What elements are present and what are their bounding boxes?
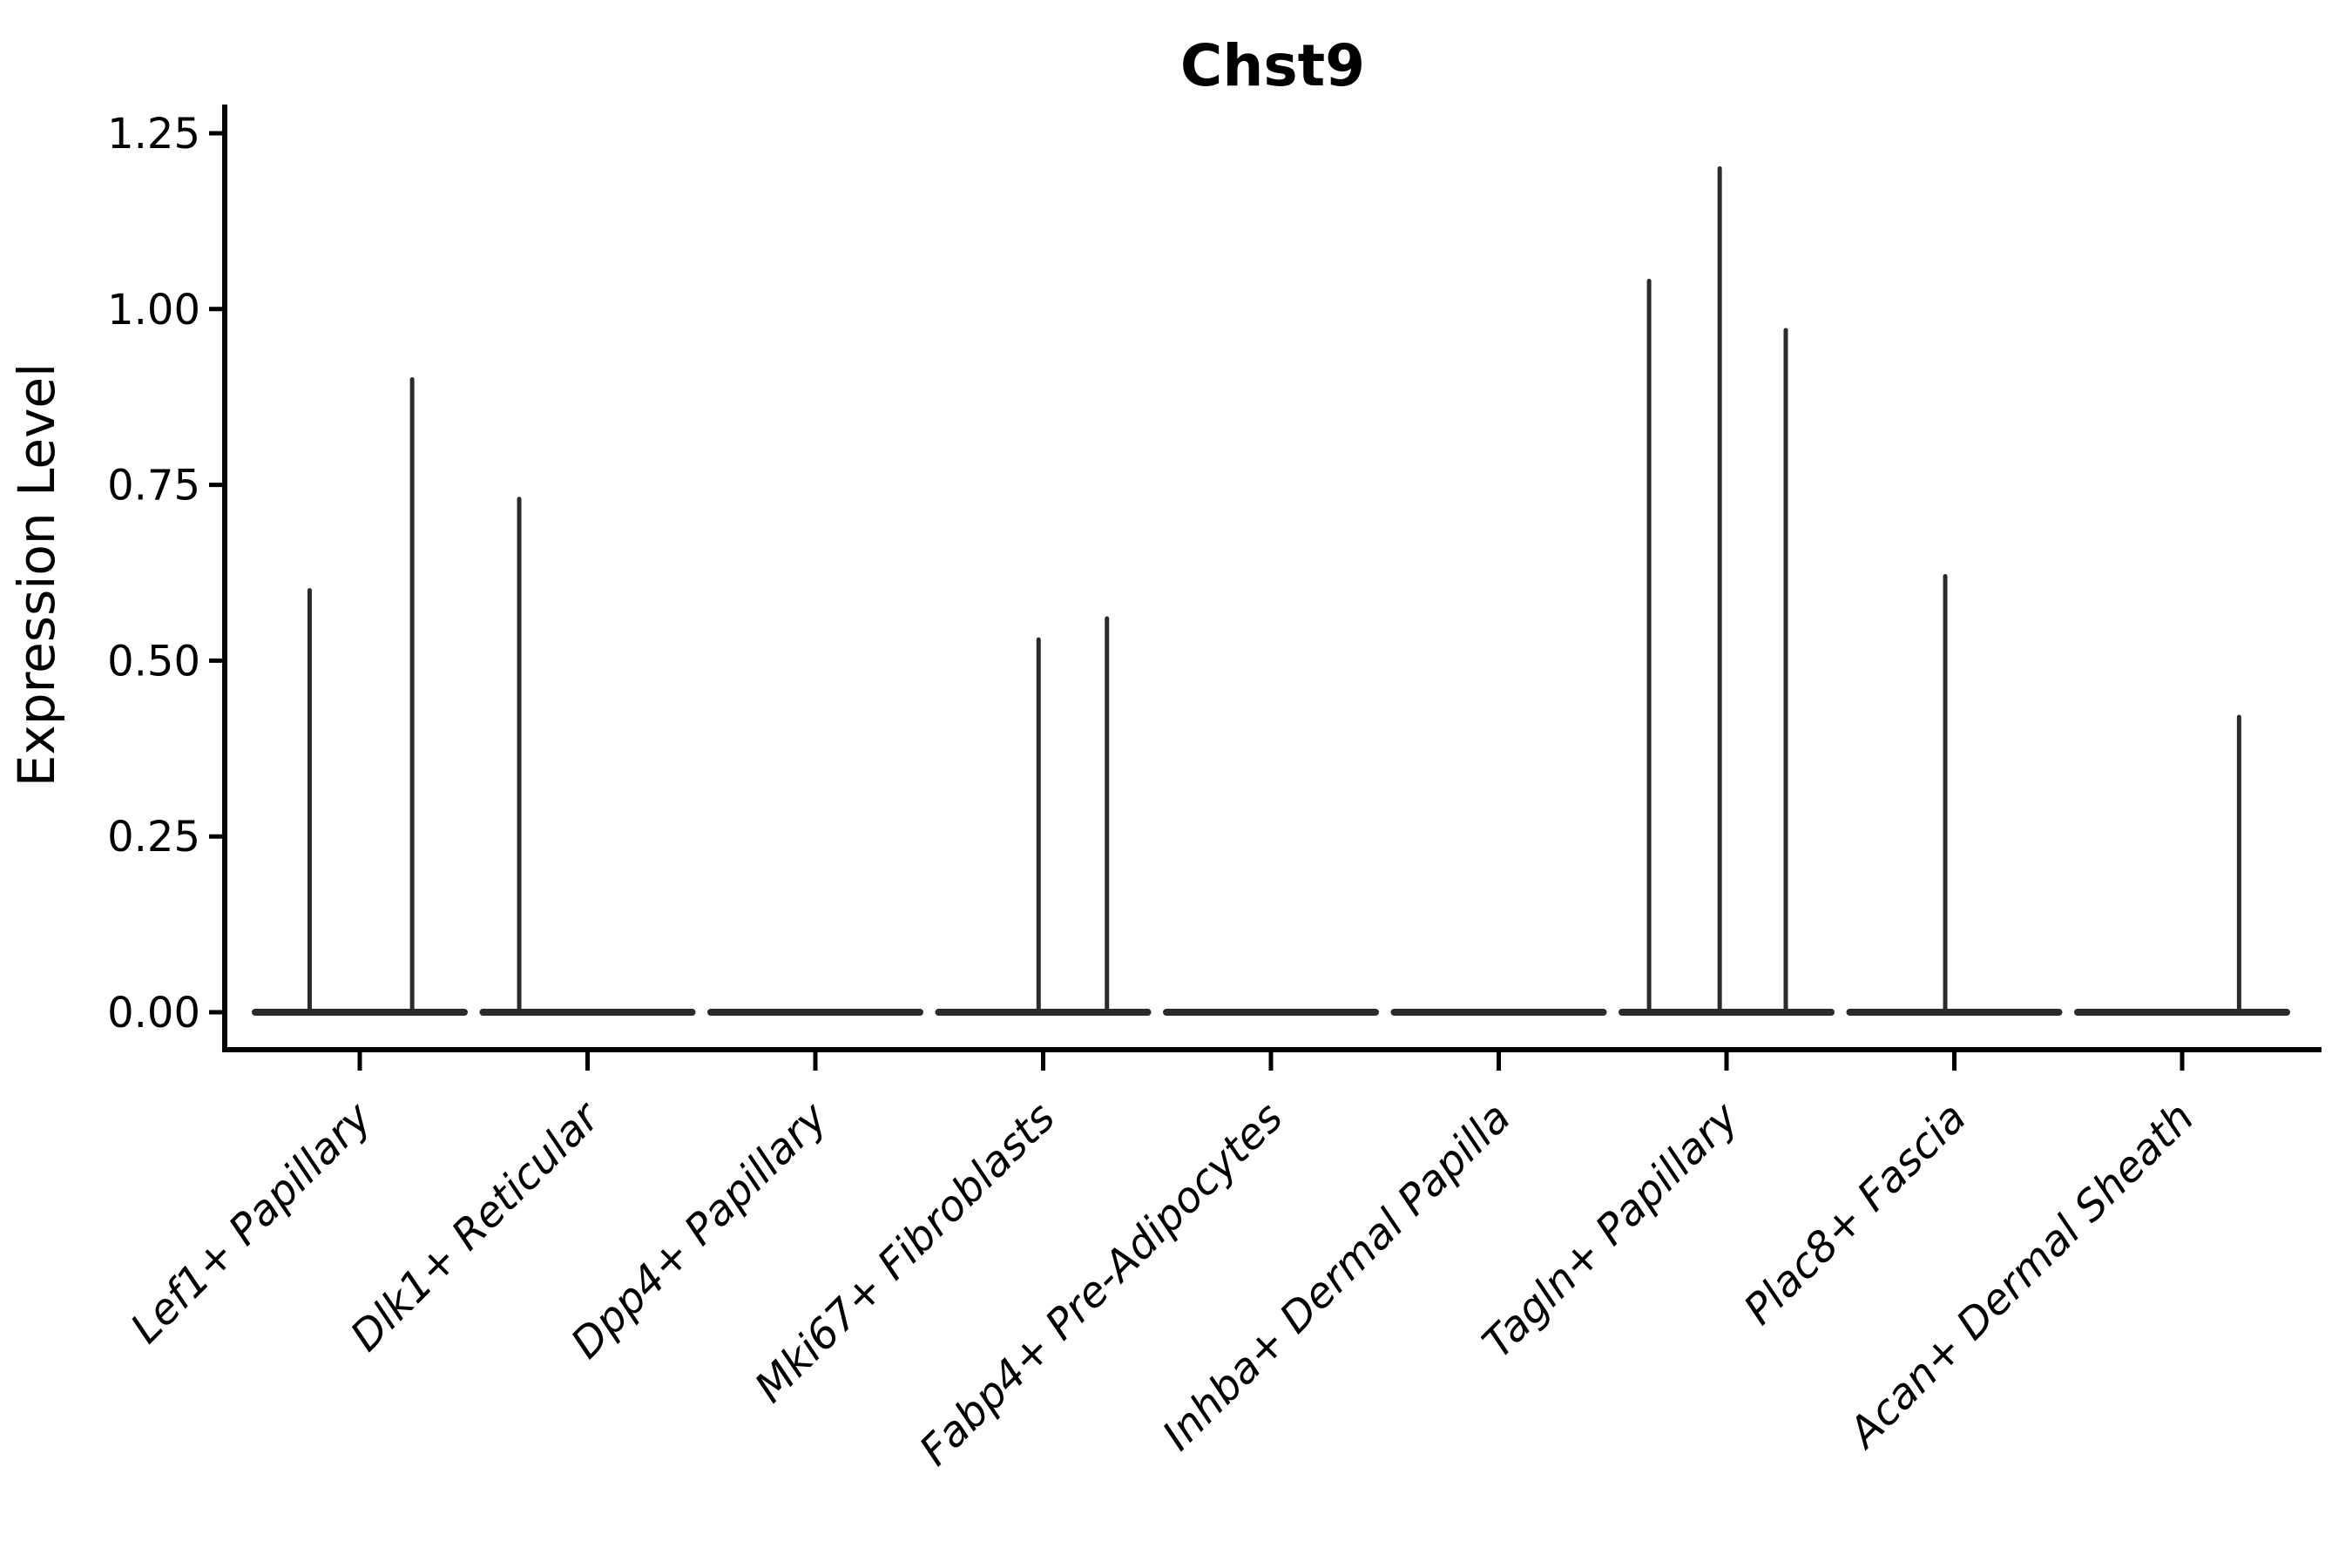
x-tick-label: Fabp4+ Pre-Adipocytes bbox=[910, 1093, 1293, 1476]
x-tick-label: Plac8+ Fascia bbox=[1734, 1093, 1976, 1335]
violins bbox=[252, 166, 2290, 1016]
violin-7 bbox=[1619, 166, 1835, 1016]
x-tick-label: Tagln+ Papillary bbox=[1473, 1092, 1748, 1368]
y-tick-label: 1.25 bbox=[107, 110, 200, 159]
violin-2 bbox=[479, 497, 696, 1016]
y-tick-label: 0.25 bbox=[107, 813, 200, 862]
chart-title: Chst9 bbox=[1180, 32, 1365, 99]
y-tick-label: 0.00 bbox=[107, 989, 200, 1037]
violin-9 bbox=[2074, 714, 2290, 1016]
y-axis-ticks: 0.00 0.25 0.50 0.75 1.00 1.25 bbox=[107, 110, 225, 1037]
y-tick-label: 0.75 bbox=[107, 462, 200, 510]
y-tick-label: 1.00 bbox=[107, 286, 200, 335]
y-tick-label: 0.50 bbox=[107, 637, 200, 686]
violin-1 bbox=[252, 377, 468, 1016]
y-axis-label: Expression Level bbox=[7, 363, 66, 787]
x-tick-label: Lef1+ Papillary bbox=[121, 1092, 382, 1353]
x-tick-label: Dlk1+ Reticular bbox=[341, 1092, 612, 1362]
axis-spines bbox=[222, 105, 2322, 1052]
violin-4 bbox=[935, 616, 1152, 1016]
axes bbox=[222, 105, 2322, 1052]
violin-8 bbox=[1846, 574, 2063, 1016]
